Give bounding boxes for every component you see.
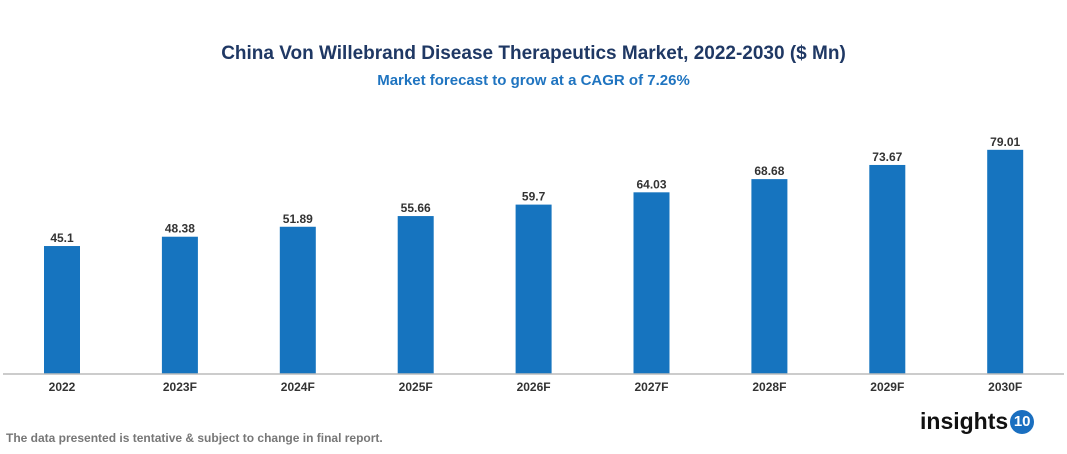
bar (751, 179, 788, 374)
x-tick-label: 2026F (517, 380, 551, 394)
x-tick-label: 2025F (399, 380, 433, 394)
footnote: The data presented is tentative & subjec… (6, 431, 383, 445)
data-label: 51.89 (283, 212, 313, 226)
data-label: 45.1 (50, 231, 74, 245)
bar (161, 236, 198, 374)
data-label: 68.68 (754, 164, 784, 178)
data-label: 73.67 (872, 150, 902, 164)
bar (279, 226, 316, 374)
data-label: 64.03 (636, 177, 666, 191)
x-tick-label: 2028F (752, 380, 786, 394)
x-tick-label: 2029F (870, 380, 904, 394)
chart-title: China Von Willebrand Disease Therapeutic… (221, 43, 846, 64)
data-label: 55.66 (401, 201, 431, 215)
x-tick-label: 2027F (634, 380, 668, 394)
x-tick-label: 2024F (281, 380, 315, 394)
x-tick-label: 2023F (163, 380, 197, 394)
data-label: 48.38 (165, 222, 195, 236)
bar (44, 246, 80, 374)
bar (633, 192, 670, 374)
insights10-logo: insights 10 (920, 408, 1035, 435)
bar (515, 204, 552, 374)
bar (397, 216, 434, 374)
logo-badge: 10 (1010, 409, 1035, 434)
x-tick-label: 2022 (49, 380, 76, 394)
logo-text: insights (920, 408, 1009, 434)
bar (987, 149, 1024, 374)
bar (869, 164, 906, 374)
chart-subtitle: Market forecast to grow at a CAGR of 7.2… (377, 72, 690, 89)
data-label: 79.01 (990, 135, 1020, 149)
data-label: 59.7 (522, 190, 546, 204)
x-tick-label: 2030F (988, 380, 1022, 394)
